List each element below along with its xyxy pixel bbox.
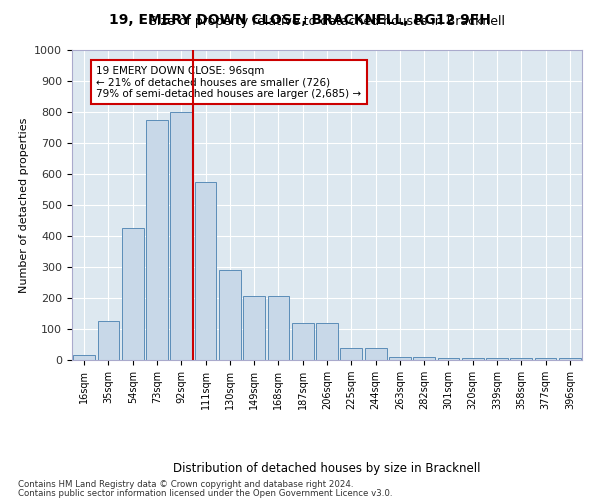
Bar — [73, 356, 95, 360]
Y-axis label: Number of detached properties: Number of detached properties — [19, 118, 29, 292]
Bar — [511, 358, 532, 360]
Bar — [194, 182, 217, 360]
Bar — [219, 270, 241, 360]
Text: 19 EMERY DOWN CLOSE: 96sqm
← 21% of detached houses are smaller (726)
79% of sem: 19 EMERY DOWN CLOSE: 96sqm ← 21% of deta… — [96, 66, 361, 98]
Bar — [413, 357, 435, 360]
Bar — [268, 296, 289, 360]
Title: Size of property relative to detached houses in Bracknell: Size of property relative to detached ho… — [149, 15, 505, 28]
Bar — [462, 358, 484, 360]
Bar — [146, 120, 168, 360]
X-axis label: Distribution of detached houses by size in Bracknell: Distribution of detached houses by size … — [173, 462, 481, 475]
Bar — [316, 323, 338, 360]
Bar — [292, 323, 314, 360]
Bar — [535, 358, 556, 360]
Bar — [243, 296, 265, 360]
Text: Contains public sector information licensed under the Open Government Licence v3: Contains public sector information licen… — [18, 488, 392, 498]
Bar — [170, 112, 192, 360]
Bar — [389, 357, 411, 360]
Text: 19, EMERY DOWN CLOSE, BRACKNELL, RG12 9FH: 19, EMERY DOWN CLOSE, BRACKNELL, RG12 9F… — [109, 12, 491, 26]
Bar — [122, 228, 143, 360]
Bar — [340, 348, 362, 360]
Bar — [486, 358, 508, 360]
Text: Contains HM Land Registry data © Crown copyright and database right 2024.: Contains HM Land Registry data © Crown c… — [18, 480, 353, 489]
Bar — [559, 358, 581, 360]
Bar — [97, 322, 119, 360]
Bar — [365, 348, 386, 360]
Bar — [437, 358, 460, 360]
